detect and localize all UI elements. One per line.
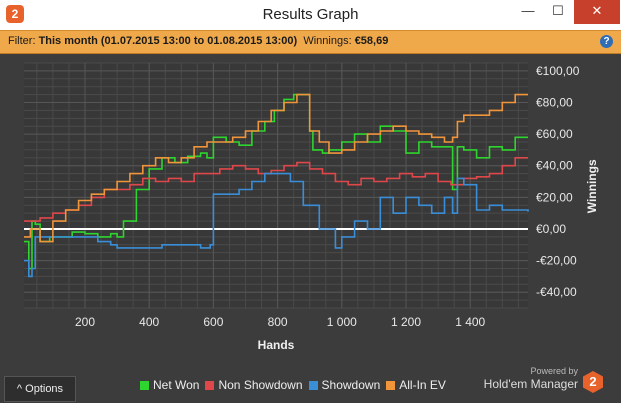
filter-value: This month (01.07.2015 13:00 to 01.08.20… [38, 35, 298, 47]
options-button[interactable]: ^ Options [4, 376, 76, 402]
filter-bar[interactable]: Filter: This month (01.07.2015 13:00 to … [0, 30, 621, 54]
legend-label: Non Showdown [218, 378, 303, 392]
winnings-value: €58,69 [354, 35, 389, 47]
winnings-label: Winnings: [303, 35, 352, 47]
x-axis-title: Hands [258, 338, 295, 352]
help-icon[interactable]: ? [600, 35, 613, 48]
legend-swatch [205, 381, 215, 390]
brand-name: Hold'em Manager [483, 377, 578, 391]
series-line-showdown [24, 172, 529, 278]
legend-label: Showdown [321, 378, 381, 392]
legend-label: Net Won [153, 378, 200, 392]
series-line-all-in-ev [24, 93, 528, 243]
results-chart: 200 400 600 800 1 000 1 200 1 400 -€40,00 -€20,0… [24, 62, 599, 352]
minimize-button[interactable]: — [521, 3, 535, 18]
x-tick-label: 600 [203, 315, 223, 329]
legend-item: All-In EV [386, 378, 446, 392]
y-axis-title: Winnings [585, 159, 599, 213]
title-bar: 2 Results Graph — ☐ ✕ [0, 0, 621, 30]
legend-swatch [386, 381, 396, 390]
x-tick-label: 400 [139, 315, 159, 329]
y-tick-label: €60,00 [536, 127, 573, 141]
plot-area [24, 63, 528, 308]
legend-item: Showdown [308, 378, 381, 392]
x-tick-label: 200 [75, 315, 95, 329]
y-tick-label: -€20,00 [536, 254, 577, 268]
x-tick-label: 1 400 [455, 315, 485, 329]
y-tick-label: €100,00 [536, 64, 580, 78]
footer: ^ Options Net Won Non Showdown Showdown All… [0, 366, 621, 403]
chart-legend: Net Won Non Showdown Showdown All-In EV [140, 378, 452, 392]
legend-swatch [308, 381, 318, 390]
hem2-brand-logo-icon: 2 [583, 371, 603, 393]
maximize-button[interactable]: ☐ [552, 3, 564, 18]
x-tick-label: 1 200 [391, 315, 421, 329]
legend-label: All-In EV [399, 378, 446, 392]
hem2-logo-icon: 2 [6, 5, 24, 23]
window-title: Results Graph [262, 6, 359, 23]
powered-by-label: Powered by [530, 366, 578, 376]
x-tick-label: 800 [268, 315, 288, 329]
x-tick-label: 1 000 [327, 315, 357, 329]
legend-swatch [140, 381, 149, 390]
legend-item: Net Won [140, 378, 199, 392]
y-tick-label: €0,00 [536, 222, 566, 236]
close-button[interactable]: ✕ [574, 0, 620, 24]
y-tick-label: €80,00 [536, 96, 573, 110]
y-tick-label: €20,00 [536, 190, 573, 204]
legend-item: Non Showdown [205, 378, 303, 392]
y-tick-label: -€40,00 [536, 285, 577, 299]
filter-label: Filter: [8, 35, 36, 47]
y-tick-label: €40,00 [536, 159, 573, 173]
